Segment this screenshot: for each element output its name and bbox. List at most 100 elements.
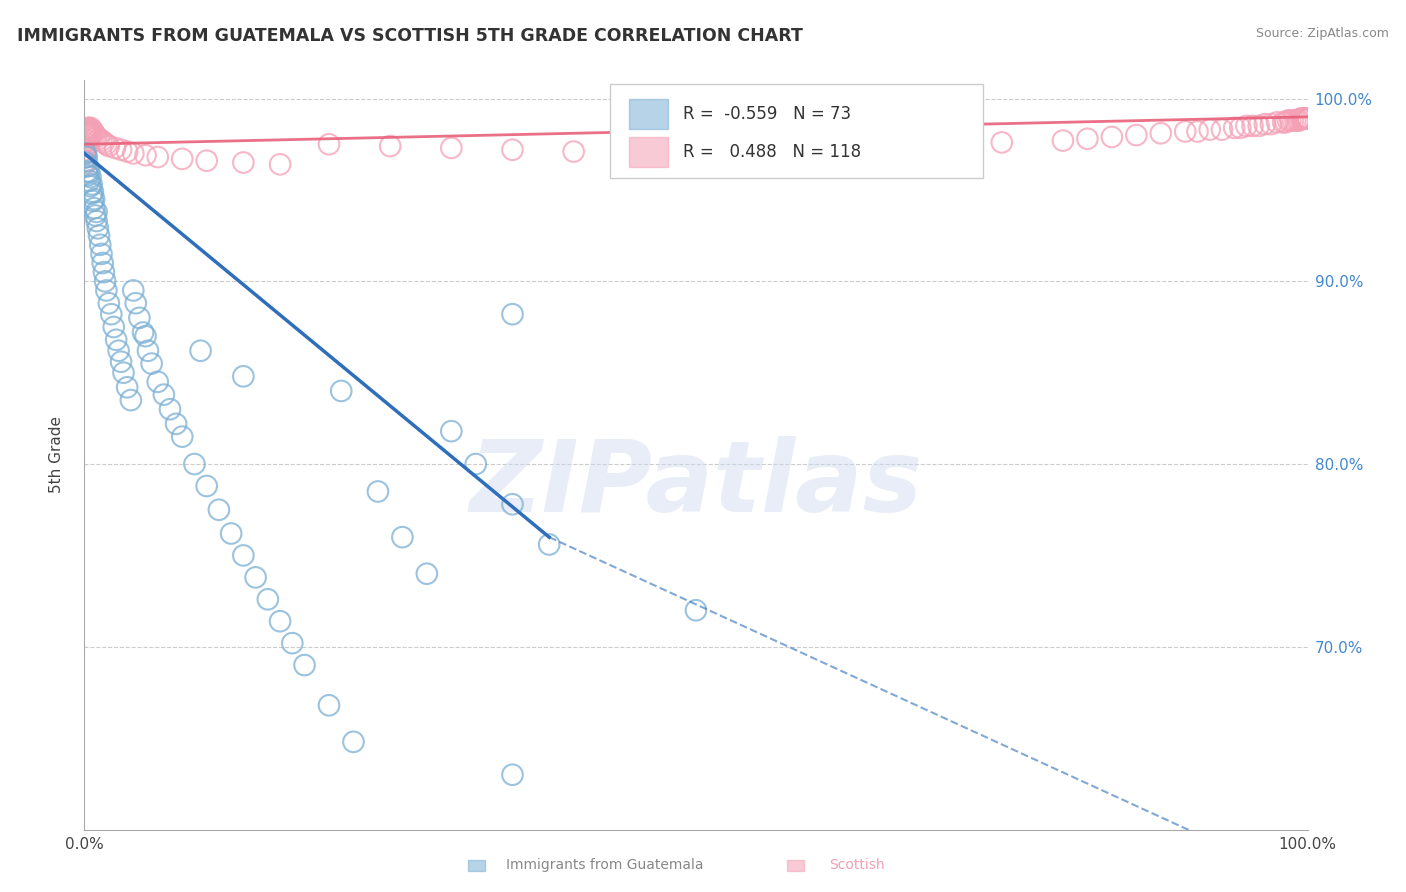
Point bbox=[112, 366, 135, 380]
Point bbox=[79, 120, 101, 135]
Point bbox=[115, 145, 138, 159]
Point bbox=[807, 141, 830, 155]
Point bbox=[77, 120, 100, 135]
Point bbox=[1265, 115, 1288, 129]
Point bbox=[122, 284, 145, 298]
Point bbox=[1289, 112, 1312, 126]
Point bbox=[183, 457, 205, 471]
Point bbox=[75, 128, 97, 142]
Point bbox=[1296, 112, 1319, 126]
Point bbox=[195, 153, 218, 168]
Point bbox=[502, 768, 524, 782]
Point bbox=[502, 307, 524, 321]
Point bbox=[1260, 117, 1282, 131]
Point bbox=[94, 274, 117, 288]
Point bbox=[1295, 112, 1317, 126]
Point bbox=[75, 157, 97, 171]
Point bbox=[440, 141, 463, 155]
Point bbox=[80, 178, 103, 192]
Point bbox=[1292, 112, 1315, 126]
Point bbox=[1174, 124, 1197, 138]
Point bbox=[1236, 119, 1258, 133]
Point bbox=[1296, 112, 1319, 126]
Point bbox=[122, 146, 145, 161]
Point bbox=[380, 139, 402, 153]
Point bbox=[232, 155, 254, 169]
Point bbox=[1296, 112, 1319, 126]
Point bbox=[77, 164, 100, 178]
Point bbox=[77, 122, 100, 136]
Point bbox=[87, 221, 110, 235]
Point bbox=[685, 603, 707, 617]
Point bbox=[294, 658, 316, 673]
Point bbox=[502, 497, 524, 511]
Point bbox=[257, 592, 280, 607]
Point bbox=[869, 139, 891, 153]
Point bbox=[367, 484, 389, 499]
Point bbox=[110, 355, 132, 369]
Point bbox=[562, 145, 585, 159]
Point bbox=[79, 124, 101, 138]
Point bbox=[93, 265, 115, 279]
Point bbox=[105, 333, 128, 347]
Point bbox=[1282, 113, 1305, 128]
Point bbox=[79, 170, 101, 185]
Point bbox=[86, 214, 108, 228]
Text: Source: ZipAtlas.com: Source: ZipAtlas.com bbox=[1256, 27, 1389, 40]
Point bbox=[77, 169, 100, 183]
Point bbox=[76, 126, 98, 140]
Point bbox=[77, 174, 100, 188]
Y-axis label: 5th Grade: 5th Grade bbox=[49, 417, 63, 493]
Point bbox=[115, 380, 138, 394]
Point bbox=[135, 148, 157, 162]
Point bbox=[232, 369, 254, 384]
Point bbox=[1296, 112, 1319, 126]
Point bbox=[77, 126, 100, 140]
Point bbox=[1272, 115, 1295, 129]
Text: R =   0.488   N = 118: R = 0.488 N = 118 bbox=[682, 144, 860, 161]
Point bbox=[93, 136, 115, 150]
Point bbox=[96, 284, 118, 298]
Point bbox=[128, 310, 150, 325]
Point bbox=[76, 137, 98, 152]
Point bbox=[75, 150, 97, 164]
Point bbox=[132, 326, 155, 340]
Point bbox=[391, 530, 413, 544]
Point bbox=[80, 186, 103, 201]
Point bbox=[1274, 115, 1296, 129]
Bar bbox=[468, 860, 485, 871]
Point bbox=[1291, 112, 1313, 126]
Point bbox=[1296, 112, 1319, 126]
Text: ZIPatlas: ZIPatlas bbox=[470, 436, 922, 533]
Point bbox=[82, 185, 104, 199]
Point bbox=[1292, 112, 1315, 126]
Text: Scottish: Scottish bbox=[830, 858, 886, 872]
Point bbox=[141, 357, 163, 371]
Point bbox=[1211, 122, 1233, 136]
Point bbox=[75, 143, 97, 157]
Point bbox=[1294, 112, 1316, 126]
Point bbox=[1296, 112, 1319, 126]
Point bbox=[281, 636, 304, 650]
Point bbox=[1296, 112, 1319, 126]
Point bbox=[90, 134, 112, 148]
Point bbox=[1198, 122, 1220, 136]
Point bbox=[91, 256, 114, 270]
Point bbox=[1125, 128, 1147, 142]
Point bbox=[104, 141, 127, 155]
Point bbox=[1295, 112, 1317, 126]
Point bbox=[232, 549, 254, 563]
Point bbox=[1223, 120, 1246, 135]
Point bbox=[190, 343, 212, 358]
Point bbox=[1294, 112, 1316, 126]
Point bbox=[80, 126, 103, 140]
Point bbox=[76, 130, 98, 145]
Point bbox=[1277, 113, 1299, 128]
Point bbox=[538, 537, 561, 551]
Point bbox=[269, 614, 291, 628]
Point bbox=[1296, 112, 1319, 126]
Point bbox=[1286, 113, 1309, 128]
Point bbox=[342, 735, 364, 749]
Point bbox=[90, 247, 112, 261]
Point bbox=[97, 139, 120, 153]
